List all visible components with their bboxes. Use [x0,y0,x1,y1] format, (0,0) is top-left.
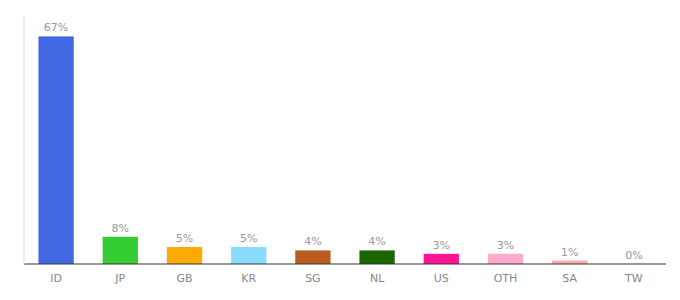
bar [424,254,459,264]
data-label: 4% [304,235,321,248]
data-label: 4% [368,235,385,248]
x-tick-label: JP [114,272,125,285]
bar [231,247,266,264]
data-label: 0% [625,249,642,262]
data-label: 5% [176,232,193,245]
chart: ID JP GB KR SG NL US OTH SA TW 67% 8% 5% 5% 4% 4% 3% 3% 1%… [0,0,680,300]
x-tick-label: GB [176,272,192,285]
x-tick-label: SG [305,272,321,285]
bar [167,247,202,264]
bar [38,36,73,264]
bar [103,237,138,264]
data-label: 3% [497,239,514,252]
x-tick-label: KR [241,272,256,285]
data-label: 67% [44,21,68,34]
data-label: 8% [112,222,129,235]
x-axis-line [24,263,666,264]
y-axis-line [24,16,25,264]
x-tick-label: NL [370,272,385,285]
x-tick-label: SA [562,272,577,285]
x-tick-label: TW [624,272,643,285]
data-label: 1% [561,246,578,259]
data-label: 5% [240,232,257,245]
bar [488,254,523,264]
x-tick-label: OTH [494,272,518,285]
data-label: 3% [433,239,450,252]
x-tick-label: US [434,272,449,285]
bars [38,36,587,264]
bar [295,250,330,264]
x-tick-label: ID [50,272,62,285]
bar [359,250,394,264]
